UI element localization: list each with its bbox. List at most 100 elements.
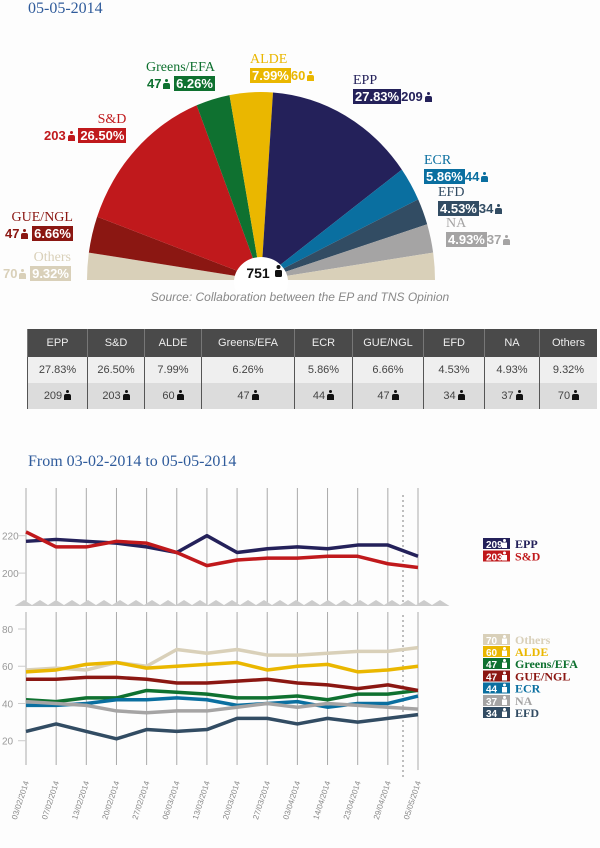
end-label-seats: 47: [486, 660, 498, 671]
seats-value: 44: [312, 390, 326, 402]
table-seats-epp: 209: [27, 383, 88, 409]
table-header-gue-ngl: GUE/NGL: [352, 329, 424, 357]
person-icon: [502, 659, 507, 668]
source-note: Source: Collaboration between the EP and…: [150, 290, 450, 304]
seats-value: 70: [557, 390, 571, 402]
end-label-na: 37 NA: [483, 694, 533, 708]
end-label-seats: 60: [486, 648, 498, 659]
trend-line-chart: 03/02/2014 07/02/2014 13/02/2014 20/02/2014…: [0, 488, 578, 821]
series-greens-efa: [25, 688, 419, 704]
slice-epp: [261, 92, 402, 280]
person-icon: [502, 635, 507, 644]
person-icon: [502, 708, 507, 717]
slice-na: [261, 224, 434, 280]
person-icon: [327, 390, 335, 400]
series-epp: [25, 533, 419, 558]
end-label-name: GUE/NGL: [515, 670, 570, 684]
end-label-seats: 37: [486, 697, 498, 708]
person-icon: [122, 390, 130, 400]
person-icon: [515, 390, 523, 400]
person-icon: [275, 265, 282, 277]
seats-value: 47: [237, 390, 250, 402]
end-label-efd: 34 EFD: [483, 706, 539, 720]
series-efd: [25, 712, 419, 741]
person-icon: [481, 172, 489, 182]
table-percent-alde: 7.99%: [144, 357, 202, 383]
axis-break: [14, 600, 450, 611]
person-icon: [391, 390, 399, 400]
party-percent: 7.99%: [250, 68, 291, 83]
end-label-seats: 70: [486, 636, 498, 647]
end-label-name: EFD: [515, 706, 539, 720]
person-icon: [19, 269, 27, 279]
end-label-gue-ngl: 47 GUE/NGL: [483, 670, 570, 684]
table-percent-gue-ngl: 6.66%: [352, 357, 424, 383]
party-percent: 6.66%: [32, 226, 73, 241]
axis-break-mask: [0, 606, 460, 612]
person-icon: [503, 235, 511, 245]
party-seats: 209: [401, 89, 423, 104]
pie-title: 05-05-2014: [28, 0, 103, 17]
person-icon: [457, 390, 465, 400]
total-seats: 751: [246, 265, 270, 281]
end-label-name: EPP: [515, 537, 538, 551]
x-tick-label: 03/04/2014: [281, 779, 302, 820]
results-table: EPP S&D ALDE Greens/EFA ECR GUE/NGL EFD NA Other…: [27, 329, 597, 409]
end-label-seats: 47: [486, 673, 498, 684]
series-na: [25, 699, 419, 715]
slice-gue-ngl: [88, 216, 261, 280]
pie-label-greens-efa: Greens/EFA 47 6.26%: [146, 60, 215, 91]
party-name: EFD: [438, 185, 465, 200]
party-seats: 37: [486, 232, 502, 247]
slice-s-d: [97, 105, 262, 280]
x-tick-label: 05/05/2014: [402, 779, 423, 820]
hemicycle-chart: 751: [87, 92, 435, 300]
seats-value: 47: [377, 390, 390, 402]
party-name: GUE/NGL: [11, 210, 73, 225]
table-seats-others: 70: [539, 383, 597, 409]
slice-alde: [229, 92, 274, 281]
table-header-others: Others: [539, 329, 597, 357]
person-icon: [502, 683, 507, 693]
x-tick-label: 13/03/2014: [191, 779, 212, 820]
party-name: S&D: [97, 112, 127, 127]
x-tick-label: 23/04/2014: [342, 779, 363, 820]
pie-label-na: NA 4.93% 37: [446, 216, 511, 247]
end-label-seats: 209: [486, 540, 503, 551]
end-label-name: ALDE: [515, 645, 548, 659]
series-alde: [25, 660, 419, 674]
table-seats-s-d: 203: [87, 383, 145, 409]
seats-value: 60: [162, 390, 175, 402]
party-percent: 5.86%: [424, 169, 465, 184]
end-label-seats: 44: [486, 685, 498, 696]
end-label-epp: 209 EPP: [483, 537, 538, 551]
person-icon: [502, 539, 507, 548]
party-percent: 4.93%: [446, 232, 487, 247]
table-percent-greens-efa: 6.26%: [201, 357, 295, 383]
person-icon: [67, 131, 75, 141]
x-tick-label: 03/02/2014: [10, 779, 31, 820]
x-tick-label: 27/02/2014: [131, 779, 152, 820]
table-header-epp: EPP: [27, 329, 88, 357]
y-tick-label: 200: [2, 569, 19, 580]
line-chart-title: From 03-02-2014 to 05-05-2014: [28, 453, 237, 470]
party-percent: 6.26%: [174, 76, 215, 91]
party-percent: 4.53%: [438, 201, 479, 216]
table-percent-others: 9.32%: [539, 357, 597, 383]
table-header-na: NA: [484, 329, 540, 357]
slice-ecr: [261, 169, 419, 280]
series-s-d: [25, 530, 419, 570]
table-header-s-d: S&D: [87, 329, 145, 357]
end-label-ecr: 44 ECR: [483, 682, 541, 696]
x-tick-label: 20/02/2014: [100, 779, 121, 820]
slice-others: [87, 252, 261, 280]
table-header-alde: ALDE: [144, 329, 202, 357]
party-seats: 34: [478, 201, 494, 216]
person-icon: [495, 204, 503, 214]
person-icon: [502, 696, 507, 705]
x-tick-label: 29/04/2014: [372, 779, 393, 820]
party-seats: 203: [44, 128, 66, 143]
pie-label-epp: EPP 27.83% 209: [353, 73, 432, 104]
end-label-name: Others: [515, 633, 551, 647]
y-tick-label: 40: [2, 699, 14, 710]
